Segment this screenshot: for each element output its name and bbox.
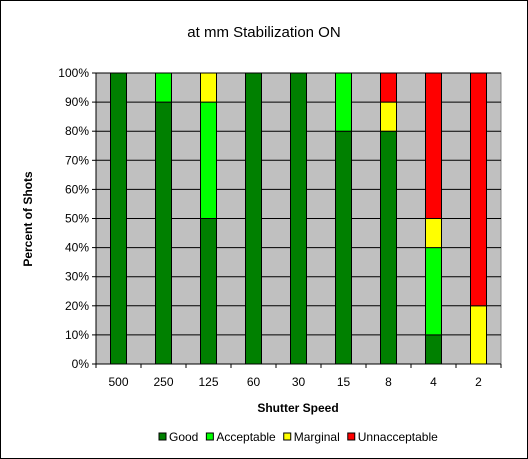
legend-label: Marginal xyxy=(294,430,340,444)
x-tick-label: 8 xyxy=(385,375,392,389)
bar-segment-good xyxy=(110,72,127,365)
axes xyxy=(92,72,502,368)
x-tick-label: 2 xyxy=(475,375,482,389)
y-tick-label: 20% xyxy=(65,299,89,313)
bar-segment-unnacceptable xyxy=(425,72,442,219)
legend: Good Acceptable Marginal Unnacceptable xyxy=(158,430,438,444)
legend-item-acceptable: Acceptable xyxy=(205,430,276,444)
x-tick-label: 4 xyxy=(430,375,437,389)
bar-segment-acceptable xyxy=(335,72,352,132)
bar-segment-good xyxy=(380,130,397,365)
bar-segment-good xyxy=(155,101,172,365)
bar-segment-acceptable xyxy=(425,247,442,336)
bars xyxy=(110,72,487,365)
y-tick-label: 90% xyxy=(65,95,89,109)
legend-label: Acceptable xyxy=(216,430,276,444)
bar-segment-unnacceptable xyxy=(470,72,487,307)
x-tick-label: 500 xyxy=(108,375,128,389)
legend-swatch xyxy=(158,432,167,441)
legend-label: Unnacceptable xyxy=(358,430,438,444)
bar-segment-good xyxy=(200,218,217,365)
x-axis-label: Shutter Speed xyxy=(257,401,338,415)
bar-segment-acceptable xyxy=(200,101,217,219)
x-tick-label: 60 xyxy=(247,375,261,389)
x-tick-labels: 500 250 125 60 30 15 8 4 2 xyxy=(108,375,482,389)
bar-segment-acceptable xyxy=(155,72,172,103)
y-tick-label: 80% xyxy=(65,124,89,138)
bar-segment-good xyxy=(425,334,442,365)
y-tick-label: 10% xyxy=(65,328,89,342)
y-tick-label: 40% xyxy=(65,241,89,255)
legend-item-unnacceptable: Unnacceptable xyxy=(347,430,438,444)
bar-segment-marginal xyxy=(380,101,397,132)
x-tick-label: 30 xyxy=(292,375,306,389)
y-tick-label: 50% xyxy=(65,212,89,226)
legend-swatch xyxy=(283,432,292,441)
y-tick-label: 100% xyxy=(58,66,89,80)
chart-title: at mm Stabilization ON xyxy=(187,24,340,41)
y-tick-label: 30% xyxy=(65,270,89,284)
x-tick-label: 125 xyxy=(198,375,218,389)
x-tick-label: 250 xyxy=(153,375,173,389)
bar-segment-marginal xyxy=(470,305,487,365)
bar-segment-unnacceptable xyxy=(380,72,397,103)
bar-segment-marginal xyxy=(200,72,217,103)
bar-segment-marginal xyxy=(425,218,442,249)
legend-swatch xyxy=(205,432,214,441)
y-tick-label: 60% xyxy=(65,182,89,196)
legend-label: Good xyxy=(169,430,198,444)
legend-swatch xyxy=(347,432,356,441)
bar-segment-good xyxy=(245,72,262,365)
legend-item-good: Good xyxy=(158,430,198,444)
bar-segment-good xyxy=(335,130,352,365)
y-axis-label: Percent of Shots xyxy=(21,171,35,267)
legend-item-marginal: Marginal xyxy=(283,430,340,444)
y-tick-label: 70% xyxy=(65,153,89,167)
bar-segment-good xyxy=(290,72,307,365)
y-tick-labels: 0% 10% 20% 30% 40% 50% 60% 70% 80% 90% 100% xyxy=(58,66,89,371)
y-tick-label: 0% xyxy=(72,357,90,371)
x-tick-label: 15 xyxy=(337,375,351,389)
